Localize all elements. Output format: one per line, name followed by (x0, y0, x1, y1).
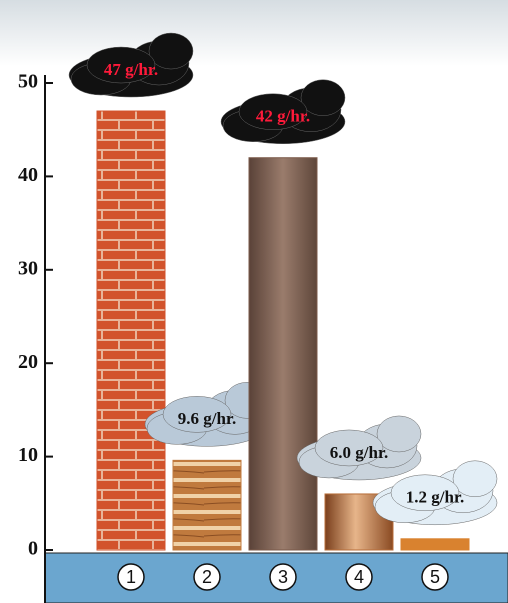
cloud (68, 32, 194, 98)
x-tick-label: 2 (202, 567, 212, 587)
category-circle (421, 563, 449, 591)
cloud-puff (162, 396, 232, 433)
x-tick-label: 4 (354, 567, 364, 587)
y-tick-label: 10 (18, 444, 38, 466)
category-circle (345, 563, 373, 591)
y-tick-label: 40 (18, 164, 38, 186)
value-label: 42 g/hr. (256, 107, 310, 126)
bar (248, 157, 318, 551)
cloud-puff (238, 93, 308, 130)
bar (96, 110, 166, 551)
x-tick-label: 1 (126, 567, 136, 587)
y-tick-label: 50 (18, 71, 38, 93)
category-circle (117, 563, 145, 591)
value-label: 6.0 g/hr. (330, 443, 388, 462)
y-tick-label: 30 (18, 257, 38, 279)
cloud-puff (86, 46, 156, 84)
cloud-puff (376, 415, 422, 453)
cloud-puff (148, 32, 194, 70)
bar (400, 538, 470, 551)
x-tick-label: 5 (430, 567, 440, 587)
y-tick-label: 0 (28, 538, 38, 560)
cloud (296, 415, 422, 481)
cloud-puff (314, 429, 384, 467)
cloud-puff (452, 460, 498, 498)
value-label: 1.2 g/hr. (406, 488, 464, 507)
cloud (220, 79, 346, 144)
y-tick-label: 20 (18, 351, 38, 373)
value-label: 9.6 g/hr. (178, 409, 236, 428)
bar (172, 459, 242, 551)
x-tick-label: 3 (278, 567, 288, 587)
category-circle (193, 563, 221, 591)
cloud-puff (300, 79, 346, 116)
category-circle (269, 563, 297, 591)
cloud-puff (390, 474, 460, 512)
cloud (372, 460, 498, 526)
value-label: 47 g/hr. (104, 60, 158, 79)
